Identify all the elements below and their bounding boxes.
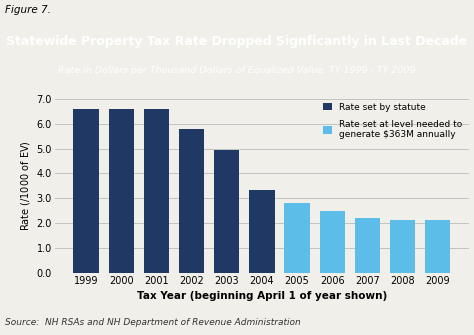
Text: Source:  NH RSAs and NH Department of Revenue Administration: Source: NH RSAs and NH Department of Rev…: [5, 318, 301, 327]
Bar: [319, 211, 345, 273]
Bar: [284, 203, 310, 273]
Bar: [214, 150, 239, 273]
Text: Figure 7.: Figure 7.: [5, 5, 51, 15]
Y-axis label: Rate ($/$1000 of EV): Rate ($/$1000 of EV): [19, 140, 32, 231]
Bar: [179, 129, 204, 273]
Bar: [390, 220, 415, 273]
Bar: [249, 190, 274, 273]
Bar: [144, 109, 169, 273]
Bar: [355, 218, 380, 273]
Bar: [73, 109, 99, 273]
Text: Rate in Dollars per Thousand Dollars of Equalized Value, TY 1999 - TY 2009: Rate in Dollars per Thousand Dollars of …: [58, 66, 416, 75]
Legend: Rate set by statute, Rate set at level needed to
generate $363M annually: Rate set by statute, Rate set at level n…: [320, 100, 465, 142]
Bar: [425, 220, 450, 273]
Bar: [109, 109, 134, 273]
X-axis label: Tax Year (beginning April 1 of year shown): Tax Year (beginning April 1 of year show…: [137, 291, 387, 302]
Text: Statewide Property Tax Rate Dropped Signficantly in Last Decade: Statewide Property Tax Rate Dropped Sign…: [6, 35, 468, 48]
